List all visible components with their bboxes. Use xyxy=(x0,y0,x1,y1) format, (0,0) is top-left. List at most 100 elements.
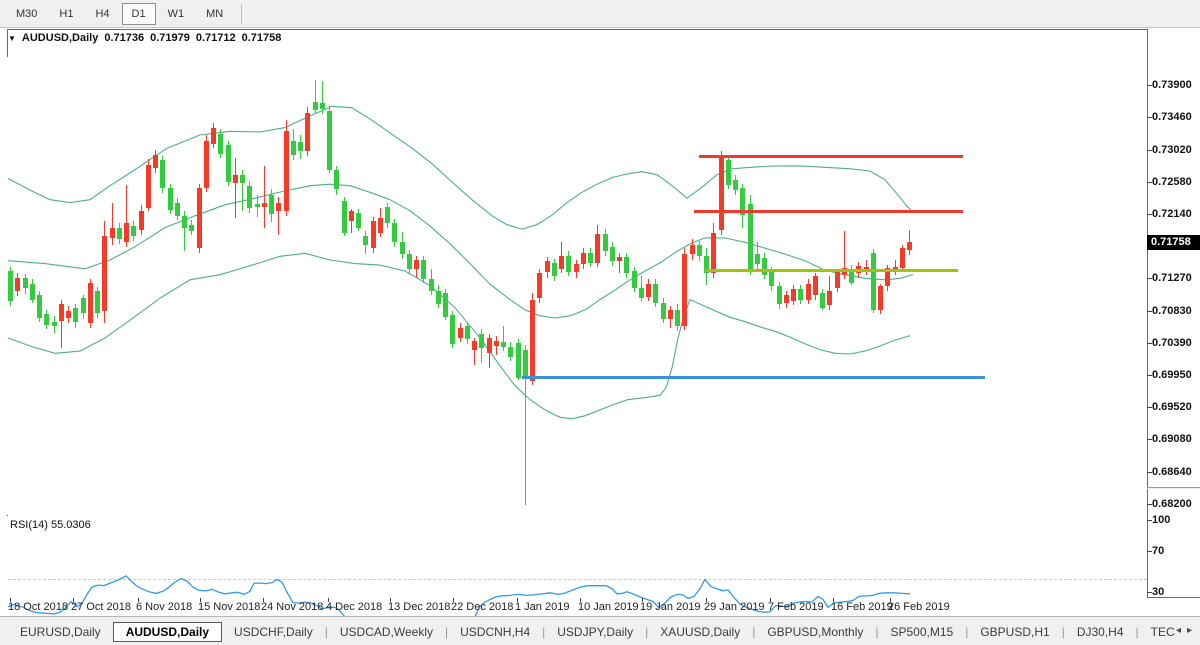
candle-body xyxy=(334,170,340,190)
date-label: 26 Feb 2019 xyxy=(888,601,950,613)
chevron-down-icon[interactable]: ▼ xyxy=(8,33,16,43)
candle-body xyxy=(493,340,499,346)
main-chart-plot[interactable] xyxy=(7,57,1147,515)
candle-body xyxy=(675,309,680,327)
timeframe-button-h4[interactable]: H4 xyxy=(95,7,110,20)
candle-body xyxy=(153,154,158,168)
chart-tab-usdcnh[interactable]: USDCNH,H4 xyxy=(460,625,531,639)
candle-body xyxy=(747,204,753,271)
candle-wick xyxy=(843,231,845,280)
candle-body xyxy=(783,295,789,304)
candle-body xyxy=(776,286,782,304)
timeframe-button-mn[interactable]: MN xyxy=(206,7,224,20)
candle-body xyxy=(73,307,79,322)
tab-separator: | xyxy=(324,625,328,639)
date-label: 22 Dec 2018 xyxy=(451,601,514,613)
rsi-tick-label: 70 xyxy=(1152,545,1165,557)
candle-body xyxy=(435,290,441,304)
chart-tab-sp500[interactable]: SP500,M15 xyxy=(890,625,954,639)
chart-tab-usdjpy[interactable]: USDJPY,Daily xyxy=(557,625,634,639)
bollinger-bands xyxy=(7,105,914,420)
date-label: 15 Nov 2018 xyxy=(198,601,261,613)
tab-scroll-left-icon[interactable]: ◂ xyxy=(1175,625,1187,636)
chart-tab-xauusd[interactable]: XAUUSD,Daily xyxy=(660,625,741,639)
candle-body xyxy=(8,271,13,302)
chart-tab-tech100[interactable]: TECH100,H xyxy=(1150,625,1175,639)
candle-body xyxy=(617,257,622,262)
timeframe-button-d1[interactable]: D1 xyxy=(121,2,156,25)
candle-body xyxy=(501,342,506,347)
candle-body xyxy=(740,187,746,216)
candle-wick xyxy=(524,345,526,505)
chart-title: ▼ AUDUSD,Daily 0.71736 0.71979 0.71712 0.71… xyxy=(8,32,281,44)
rsi-tick xyxy=(1147,520,1152,522)
chart-tab-gbpusd[interactable]: GBPUSD,Monthly xyxy=(767,625,864,639)
candle-body xyxy=(609,246,615,262)
candle-body xyxy=(573,264,579,272)
candle-wick xyxy=(474,337,475,366)
hline-resistance-lower[interactable] xyxy=(694,209,963,213)
chart-tab-gbpusd[interactable]: GBPUSD,H1 xyxy=(980,625,1050,639)
candle-body xyxy=(551,262,557,277)
candle-body xyxy=(363,235,369,246)
candle-body xyxy=(754,254,760,265)
chart-tab-audusd[interactable]: AUDUSD,Daily xyxy=(112,622,223,642)
bollinger-upper-band xyxy=(7,105,914,230)
price-tick-label: 0.72140 xyxy=(1152,208,1192,221)
candle-wick xyxy=(60,300,62,349)
chart-tab-usdchf[interactable]: USDCHF,Daily xyxy=(234,625,313,639)
price-tick-label: 0.73900 xyxy=(1152,79,1192,91)
timeframe-toolbar: M30 H1 H4 D1 W1 MN xyxy=(0,0,1200,28)
candle-body xyxy=(298,142,303,152)
price-tick xyxy=(1147,182,1152,184)
timeframe-button-w1[interactable]: W1 xyxy=(167,7,185,20)
candle-body xyxy=(399,242,405,255)
chart-tab-dj30[interactable]: DJ30,H4 xyxy=(1076,625,1124,639)
candle-body xyxy=(515,343,521,378)
hline-pivot-olive[interactable] xyxy=(705,269,958,273)
candle-wick xyxy=(619,252,620,274)
candle-body xyxy=(167,187,173,210)
price-tick xyxy=(1147,278,1152,280)
date-label: 19 Jan 2019 xyxy=(640,601,701,613)
candle-wick xyxy=(503,326,504,352)
date-label: 6 Nov 2018 xyxy=(136,601,193,613)
tab-scroll-right-icon[interactable]: ▸ xyxy=(1186,625,1198,636)
timeframe-button-h1[interactable]: H1 xyxy=(59,7,74,20)
candle-body xyxy=(312,101,318,110)
date-label: 16 Feb 2019 xyxy=(831,601,893,613)
candle-body xyxy=(211,127,216,144)
chart-symbol-label: AUDUSD,Daily xyxy=(21,32,99,44)
price-tick xyxy=(1147,214,1152,216)
candle-body xyxy=(22,277,28,288)
price-tick xyxy=(1147,504,1152,505)
hline-resistance-upper[interactable] xyxy=(699,154,963,158)
tab-separator: | xyxy=(752,625,756,639)
candle-body xyxy=(421,260,427,280)
date-tick xyxy=(138,598,139,602)
candle-body xyxy=(899,248,905,268)
candle-body xyxy=(508,346,514,357)
candle-body xyxy=(530,300,535,382)
rsi-indicator-pane[interactable] xyxy=(7,516,1147,625)
candle-wick xyxy=(242,170,243,212)
date-label: 13 Dec 2018 xyxy=(388,601,451,613)
chart-tab-eurusd[interactable]: EURUSD,Daily xyxy=(20,625,101,639)
candle-body xyxy=(66,310,71,319)
chart-tab-usdcad[interactable]: USDCAD,Weekly xyxy=(339,625,433,639)
candle-body xyxy=(370,221,376,249)
date-tick xyxy=(390,598,391,602)
tab-separator: | xyxy=(965,625,969,639)
price-tick-label: 0.73460 xyxy=(1152,111,1192,124)
tab-scroll-arrows: ◂▸ xyxy=(1176,625,1198,636)
candle-body xyxy=(798,289,804,300)
price-tick xyxy=(1147,406,1152,408)
hline-support-blue[interactable] xyxy=(522,376,985,380)
candle-body xyxy=(624,257,630,274)
tab-separator: | xyxy=(445,625,449,639)
candle-body xyxy=(225,145,231,183)
candle-body xyxy=(189,224,195,231)
timeframe-button-m30[interactable]: M30 xyxy=(16,7,38,20)
candle-body xyxy=(827,290,833,306)
